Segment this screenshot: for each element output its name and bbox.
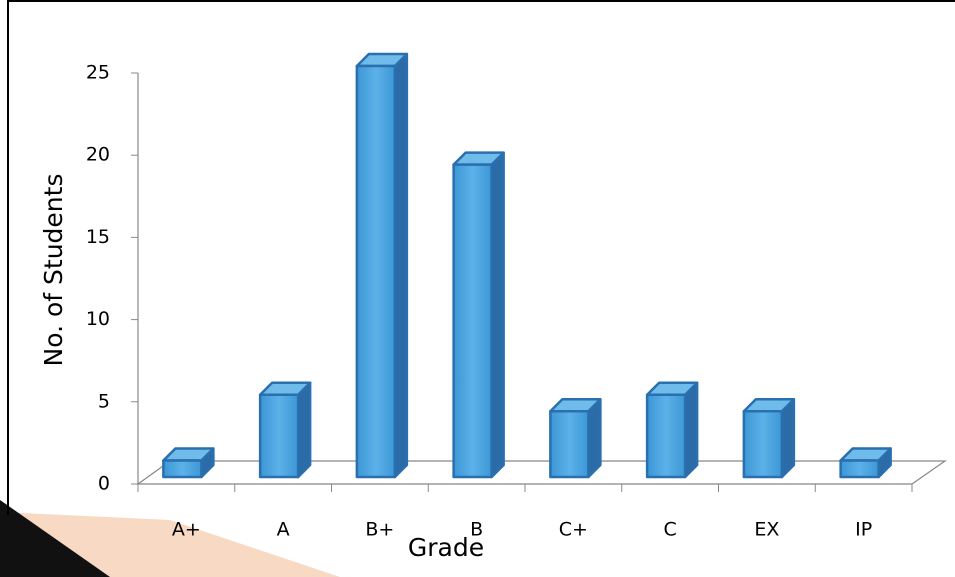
bar-side <box>296 381 312 479</box>
x-tick-label: A <box>277 519 290 541</box>
y-tick-label: 5 <box>98 390 110 412</box>
bar <box>162 459 203 479</box>
x-tick-label: B+ <box>365 519 394 541</box>
x-tick-label: A+ <box>172 519 201 541</box>
bar <box>645 393 687 479</box>
y-tick-label: 25 <box>86 62 110 84</box>
x-axis-title: Grade <box>408 533 484 562</box>
y-axis-title: No. of Students <box>39 174 68 367</box>
bar-side <box>683 381 699 479</box>
y-tick-label: 15 <box>86 226 110 248</box>
y-tick-label: 0 <box>98 473 110 495</box>
x-tick-label: B <box>470 519 483 541</box>
x-tick-label: C+ <box>559 519 588 541</box>
bar <box>742 409 784 479</box>
bar <box>839 459 880 479</box>
bar <box>452 163 493 479</box>
x-tick-label: C <box>663 519 676 541</box>
y-tick-label: 20 <box>86 144 110 166</box>
x-tick-label: IP <box>855 519 872 541</box>
bar <box>549 409 590 479</box>
y-tick-label: 10 <box>86 308 110 330</box>
frame <box>7 0 955 515</box>
bar <box>258 393 300 479</box>
x-tick-label: EX <box>754 519 779 541</box>
bar <box>355 64 397 479</box>
bar-side <box>393 52 409 479</box>
floor <box>136 460 947 485</box>
decor <box>0 500 110 577</box>
bar-side <box>490 151 505 479</box>
